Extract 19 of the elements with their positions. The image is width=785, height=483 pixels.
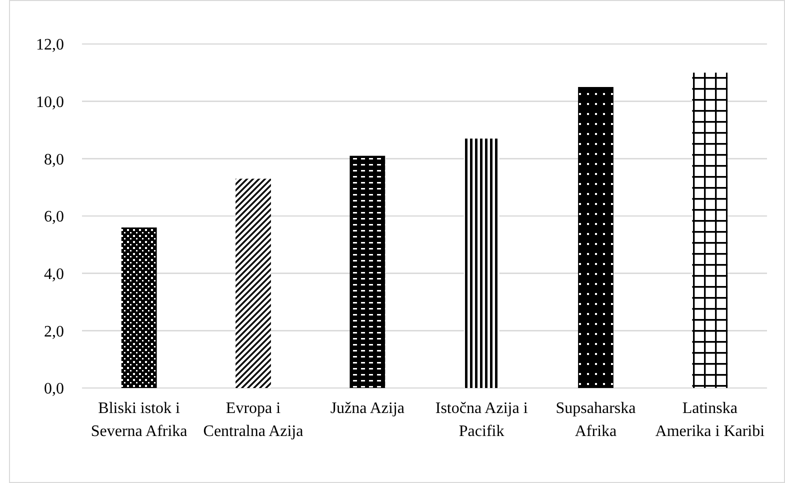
y-tick-label: 6,0 — [44, 208, 64, 226]
bar — [350, 156, 386, 388]
bar — [121, 227, 157, 388]
x-tick-label: Bliski istok i Severna Afrika — [90, 400, 188, 440]
x-tick-label: Evropa i Centralna Azija — [203, 400, 304, 440]
x-tick-label: Latinska Amerika i Karibi — [655, 400, 766, 440]
y-tick-label: 8,0 — [44, 151, 64, 168]
y-tick-label: 12,0 — [36, 36, 64, 54]
y-tick-label: 4,0 — [44, 266, 64, 283]
y-tick-label: 2,0 — [44, 323, 64, 340]
bar — [236, 178, 271, 388]
bar — [578, 87, 614, 388]
bar — [464, 138, 500, 388]
x-tick-label: Supsaharska Afrika — [556, 400, 636, 440]
x-tick-label: Istočna Azija i Pacifik — [435, 400, 528, 440]
y-tick-label: 10,0 — [36, 94, 64, 111]
y-tick-label: 0,0 — [44, 380, 64, 398]
bar — [692, 72, 728, 388]
x-tick-label: Južna Azija — [330, 400, 405, 417]
